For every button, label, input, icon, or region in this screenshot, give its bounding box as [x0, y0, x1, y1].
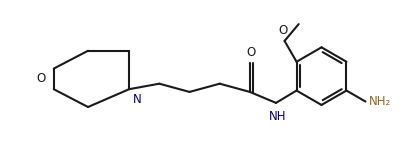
Text: NH₂: NH₂: [369, 95, 391, 108]
Text: N: N: [133, 93, 141, 106]
Text: NH: NH: [269, 110, 286, 123]
Text: O: O: [247, 46, 256, 59]
Text: O: O: [36, 72, 45, 85]
Text: O: O: [279, 24, 288, 37]
